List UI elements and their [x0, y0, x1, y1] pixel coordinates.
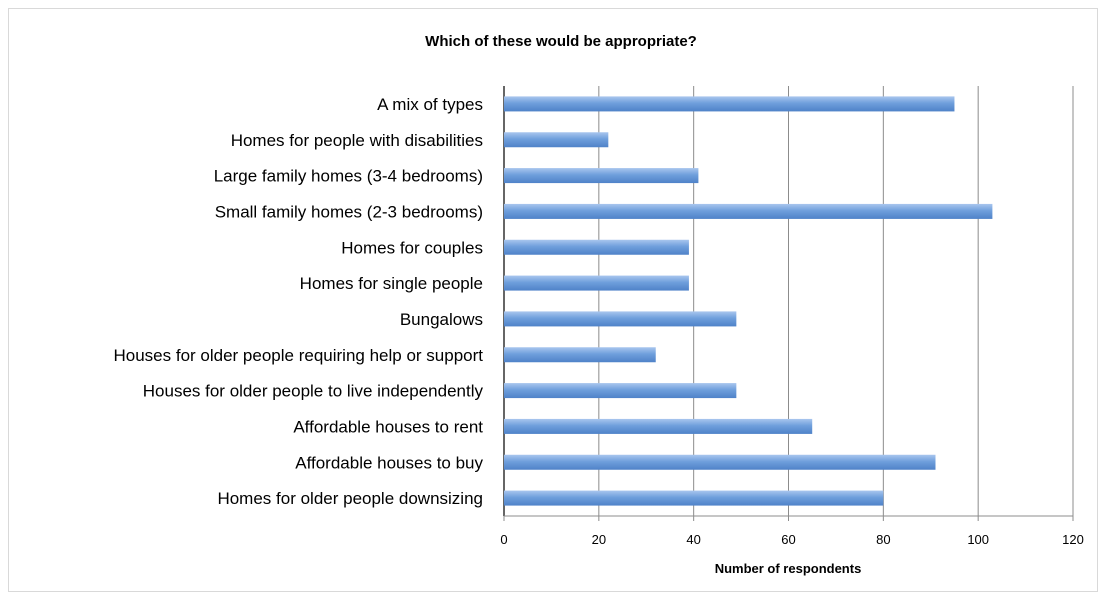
- x-tick-label: 100: [967, 532, 989, 547]
- x-tick-label: 20: [592, 532, 606, 547]
- bar: [504, 418, 813, 434]
- bar: [504, 275, 689, 291]
- x-tick-label: 120: [1062, 532, 1084, 547]
- category-label: Houses for older people requiring help o…: [113, 346, 483, 365]
- bar: [504, 347, 656, 363]
- x-tick-label: 40: [686, 532, 700, 547]
- x-axis-title: Number of respondents: [715, 561, 862, 576]
- bar: [504, 490, 884, 506]
- category-label: Large family homes (3-4 bedrooms): [214, 167, 483, 186]
- chart-frame: [8, 8, 1098, 592]
- category-label: Affordable houses to buy: [295, 453, 483, 472]
- category-label: A mix of types: [377, 95, 483, 114]
- category-label: Bungalows: [400, 310, 483, 329]
- gridlines: [503, 86, 1074, 521]
- bar: [504, 239, 689, 255]
- category-labels: A mix of types Homes for people with disa…: [113, 95, 483, 508]
- category-label: Small family homes (2-3 bedrooms): [215, 202, 483, 221]
- bar: [504, 311, 737, 327]
- bar: [504, 96, 955, 112]
- bar: [504, 454, 936, 470]
- category-label: Homes for couples: [341, 238, 483, 257]
- bar: [504, 132, 609, 148]
- category-label: Homes for people with disabilities: [231, 131, 483, 150]
- x-tick-label: 80: [876, 532, 890, 547]
- bar: [504, 168, 699, 184]
- bar: [504, 383, 737, 399]
- chart-title: Which of these would be appropriate?: [425, 33, 697, 50]
- bars: [504, 96, 993, 506]
- category-label: Houses for older people to live independ…: [143, 382, 484, 401]
- category-label: Affordable houses to rent: [293, 417, 483, 436]
- category-label: Homes for older people downsizing: [217, 489, 483, 508]
- x-tick-label: 60: [781, 532, 795, 547]
- category-label: Homes for single people: [300, 274, 483, 293]
- x-tick-label: 0: [500, 532, 507, 547]
- x-tick-labels: 0 20 40 60 80 100 120: [500, 532, 1083, 547]
- bar: [504, 203, 993, 219]
